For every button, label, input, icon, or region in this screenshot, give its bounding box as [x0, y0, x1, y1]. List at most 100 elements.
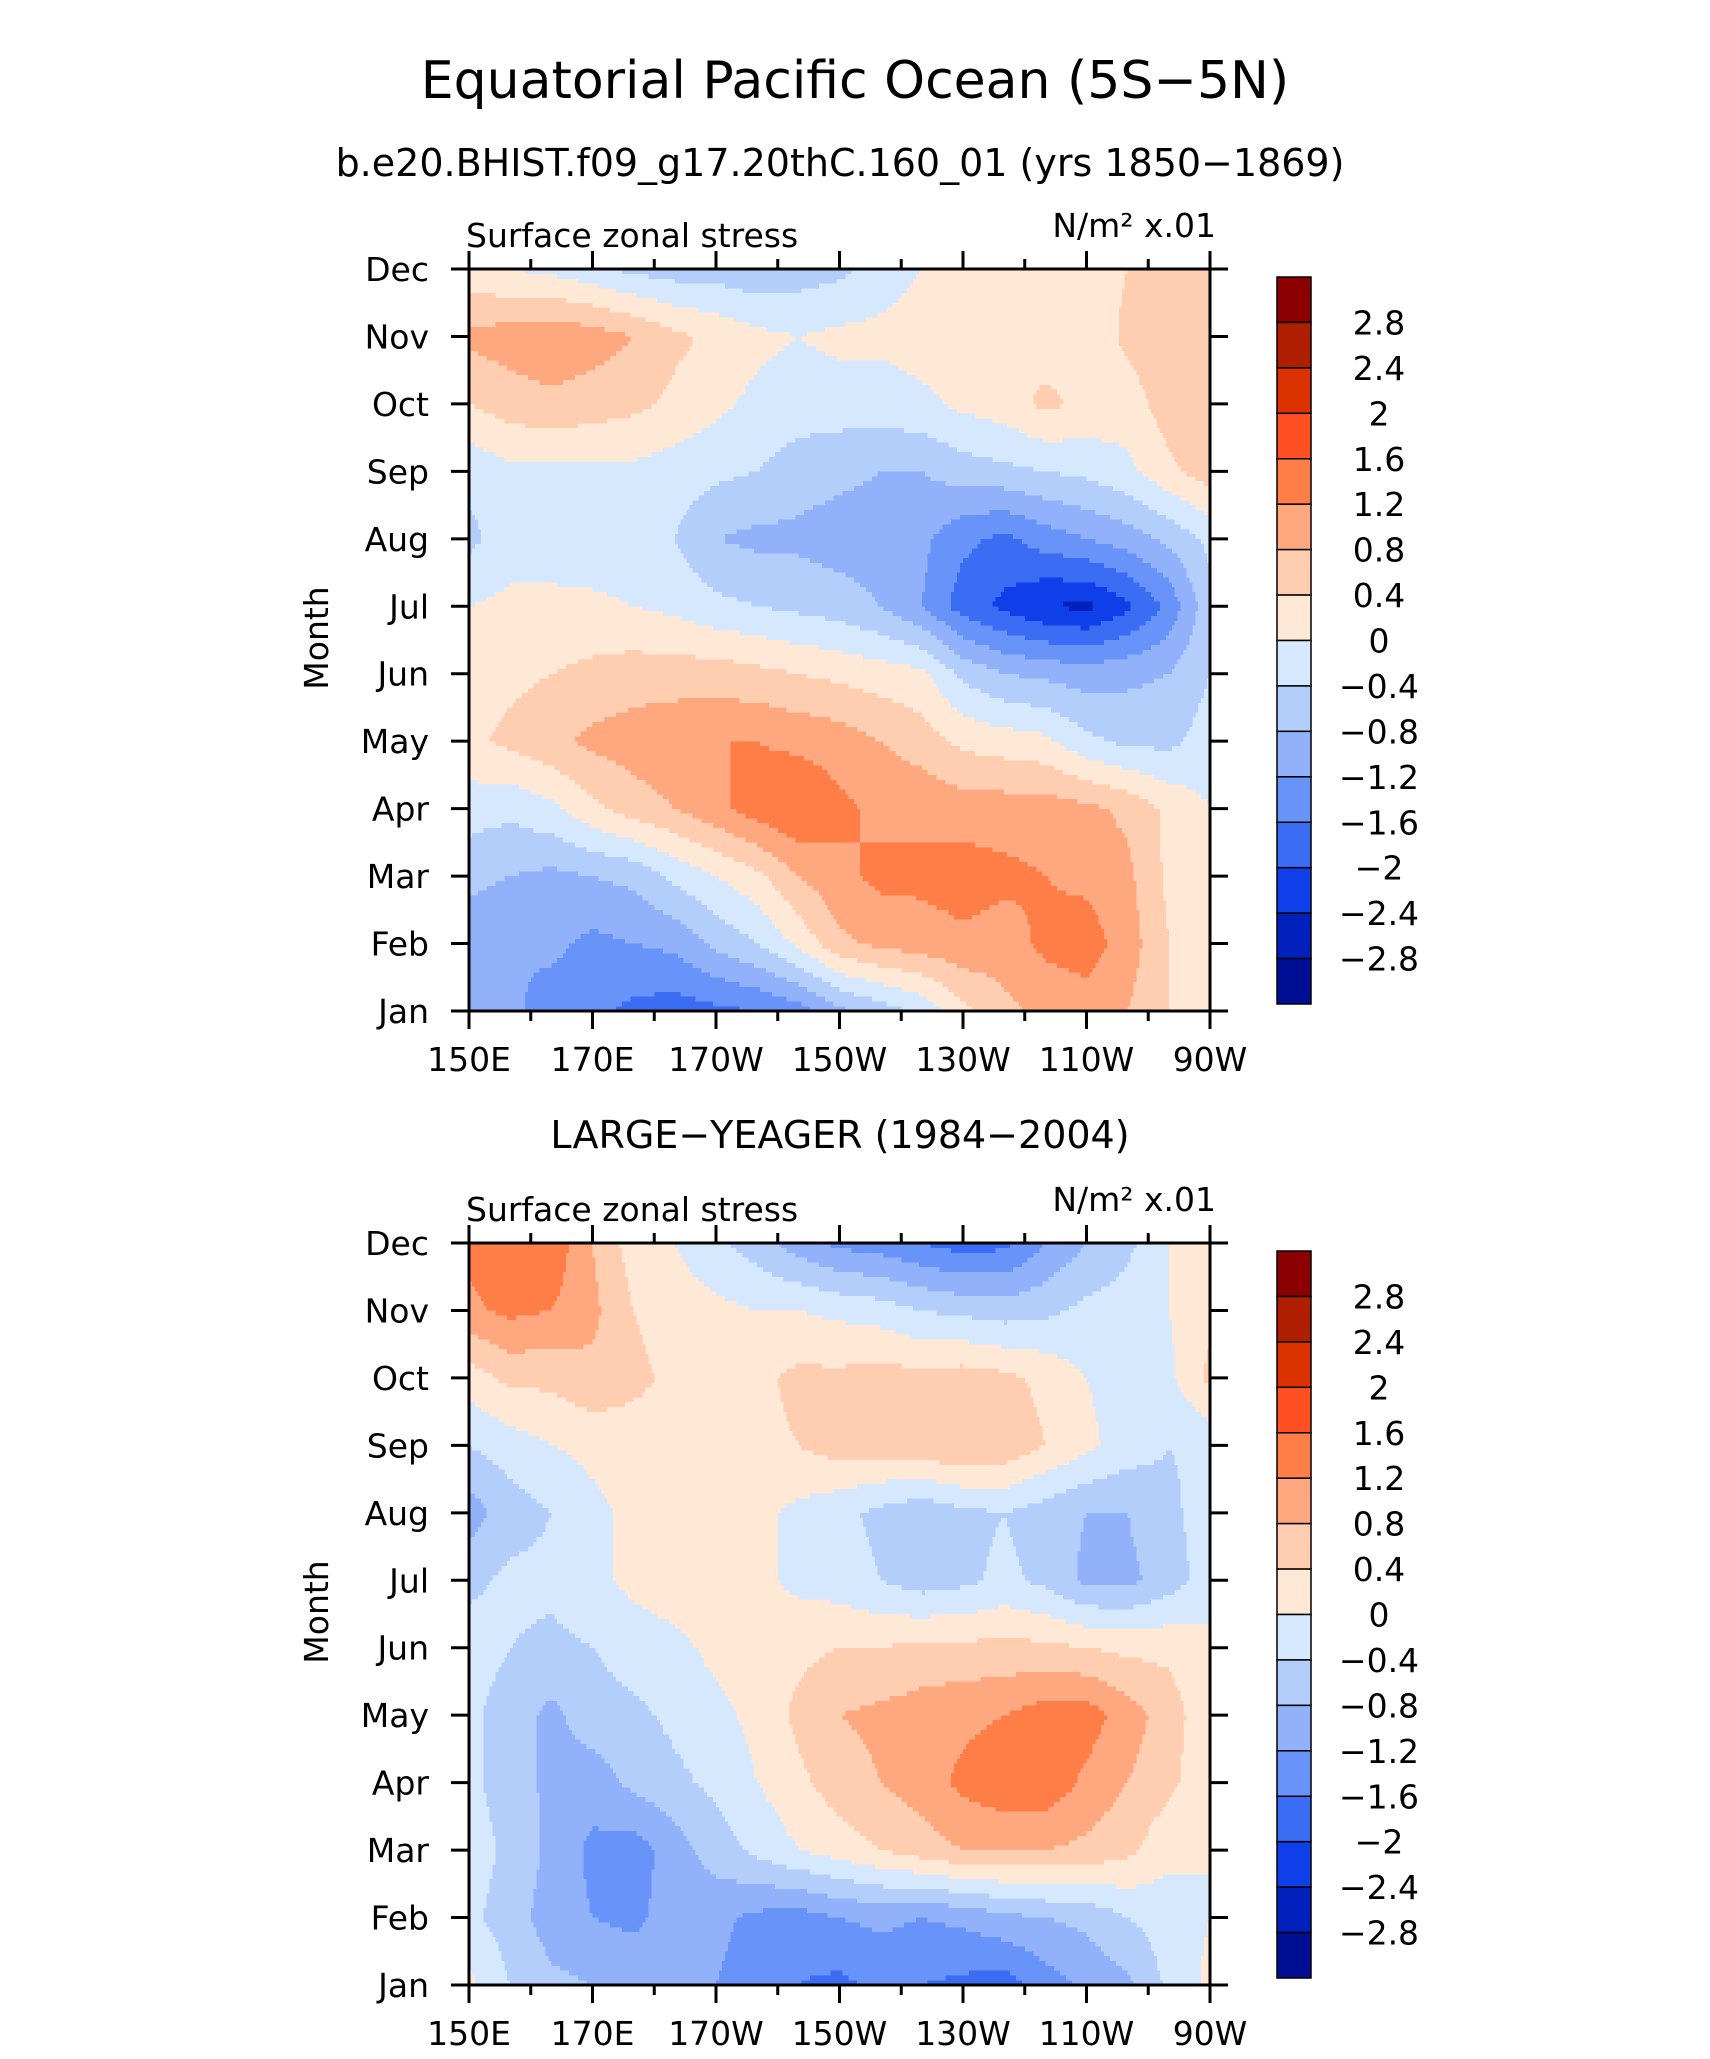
heatmap-cell [536, 1734, 575, 1740]
heatmap-cell [589, 823, 655, 829]
heatmap-cell [1118, 1652, 1210, 1658]
heatmap-cell [1077, 1773, 1131, 1778]
heatmap-cell [489, 1686, 628, 1692]
heatmap-cell [945, 1922, 1066, 1928]
heatmap-cell [498, 1667, 608, 1672]
heatmap-cell [1201, 1960, 1210, 1966]
heatmap-cell [1060, 1310, 1169, 1316]
heatmap-cell [1024, 1946, 1102, 1952]
heatmap-cell [469, 1859, 496, 1865]
heatmap-cell [930, 384, 1040, 390]
heatmap-cell [730, 784, 840, 790]
y-tick-label: Apr [372, 790, 430, 829]
heatmap-cell [789, 750, 896, 756]
heatmap-cell [701, 866, 755, 872]
heatmap-cell [1148, 799, 1208, 804]
heatmap-cell [1136, 1243, 1169, 1248]
heatmap-cell [789, 1715, 843, 1721]
heatmap-cell [836, 278, 914, 284]
heatmap-cell [471, 832, 555, 838]
heatmap-cell [469, 403, 475, 409]
heatmap-cell [1180, 654, 1210, 660]
heatmap-cell [795, 437, 937, 443]
heatmap-cell [492, 731, 581, 737]
heatmap-cell [718, 1806, 775, 1812]
heatmap-cell [1142, 1734, 1184, 1740]
heatmap-cell [1092, 779, 1166, 785]
heatmap-cell [469, 1527, 478, 1533]
heatmap-cell [807, 1907, 987, 1913]
heatmap-cell [533, 1898, 590, 1904]
heatmap-cell [751, 601, 878, 607]
heatmap-cell [483, 1912, 531, 1918]
heatmap-cell [498, 360, 605, 366]
heatmap-cell [1136, 553, 1178, 559]
heatmap-cell [898, 365, 1134, 371]
heatmap-cell [469, 1575, 493, 1581]
heatmap-cell [651, 1363, 796, 1369]
y-tick-label: Aug [365, 520, 429, 559]
heatmap-cell [1139, 1570, 1190, 1576]
heatmap-cell [469, 799, 555, 804]
heatmap-cell [1204, 688, 1210, 694]
heatmap-cell [469, 500, 693, 506]
heatmap-cell [954, 914, 972, 920]
heatmap-cell [536, 1773, 617, 1778]
heatmap-cell [1107, 587, 1146, 592]
heatmap-cell [657, 789, 731, 795]
heatmap-cell [469, 1941, 499, 1947]
heatmap-cell [1104, 1811, 1161, 1817]
heatmap-cell [566, 1397, 634, 1403]
heatmap-cell [998, 1368, 1081, 1374]
heatmap-cell [533, 1888, 587, 1894]
heatmap-cell [677, 856, 734, 862]
heatmap-cell [995, 1806, 1049, 1812]
heatmap-cell [469, 1373, 493, 1379]
heatmap-cell [648, 1907, 764, 1913]
heatmap-cell [627, 1286, 711, 1292]
heatmap-cell [704, 1281, 802, 1287]
heatmap-cell [948, 1874, 1164, 1880]
heatmap-cell [1162, 1623, 1210, 1629]
heatmap-cell [645, 317, 734, 323]
heatmap-cell [1145, 1835, 1210, 1841]
heatmap-cell [1086, 1450, 1166, 1456]
heatmap-cell [918, 1811, 1105, 1817]
y-tick-label: Jul [387, 1561, 429, 1600]
heatmap-cell [945, 736, 1052, 742]
heatmap-cell [469, 1652, 508, 1658]
heatmap-cell [1192, 625, 1210, 631]
heatmap-cell [833, 914, 955, 920]
heatmap-cell [1098, 1676, 1175, 1682]
heatmap-cell [1127, 837, 1161, 843]
heatmap-cell [613, 1575, 778, 1581]
heatmap-cell [786, 1411, 1037, 1417]
heatmap-cell [613, 1541, 778, 1547]
heatmap-cell [1142, 1739, 1184, 1745]
heatmap-cell [689, 505, 814, 511]
heatmap-cell [657, 399, 737, 405]
colorbar-box [1276, 412, 1312, 460]
heatmap-cell [774, 924, 808, 930]
heatmap-cell [901, 1363, 961, 1369]
colorbar-label: −2 [1355, 1823, 1404, 1862]
heatmap-cell [636, 293, 902, 299]
heatmap-cell [469, 1291, 478, 1297]
heatmap-cell [1027, 432, 1164, 438]
heatmap-cell [1095, 962, 1140, 968]
heatmap-cell [624, 765, 731, 771]
heatmap-cell [469, 1469, 505, 1475]
heatmap-cell [595, 1271, 625, 1277]
y-tick-label: Oct [372, 1359, 429, 1398]
heatmap-cell [730, 1826, 787, 1831]
heatmap-cell [469, 1532, 475, 1538]
heatmap-cell [469, 1816, 490, 1822]
heatmap-cell [1021, 1006, 1128, 1011]
heatmap-cell [1133, 1247, 1169, 1253]
heatmap-cell [821, 765, 922, 771]
heatmap-cell [780, 1397, 1034, 1403]
colorbar-box [1276, 548, 1312, 596]
heatmap-cell [1165, 909, 1210, 915]
heatmap-cell [1054, 1917, 1131, 1923]
heatmap-cell [598, 876, 667, 882]
